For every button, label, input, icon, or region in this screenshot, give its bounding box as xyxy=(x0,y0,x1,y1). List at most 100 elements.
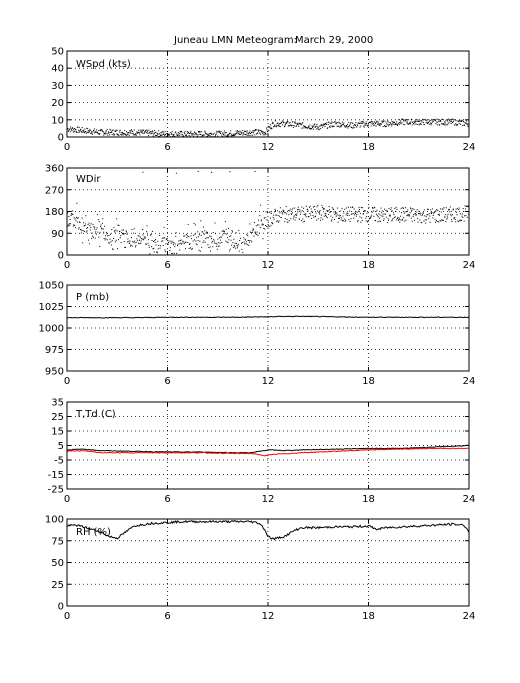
data-point xyxy=(310,214,312,216)
data-point xyxy=(244,243,246,245)
data-point xyxy=(371,214,373,216)
data-point xyxy=(122,233,124,235)
data-point xyxy=(405,119,407,121)
data-point xyxy=(105,238,107,240)
data-point xyxy=(108,235,110,237)
data-point xyxy=(240,242,242,244)
data-point xyxy=(284,221,286,223)
data-point xyxy=(328,206,330,208)
data-point xyxy=(324,208,326,210)
data-point xyxy=(468,122,469,124)
data-point xyxy=(282,213,284,215)
data-point xyxy=(466,123,468,125)
data-point xyxy=(409,212,411,214)
data-point xyxy=(188,134,190,136)
data-point xyxy=(464,205,466,207)
data-point xyxy=(450,213,452,215)
data-point xyxy=(214,136,216,137)
data-point xyxy=(466,123,468,125)
data-point xyxy=(117,248,119,250)
data-point xyxy=(278,125,280,127)
data-point xyxy=(408,215,410,217)
data-point xyxy=(463,210,465,212)
data-point xyxy=(147,234,149,236)
data-point xyxy=(206,133,208,135)
data-point xyxy=(449,206,451,208)
data-point xyxy=(141,131,143,133)
data-point xyxy=(255,130,257,132)
x-tick-label: 6 xyxy=(164,142,170,153)
data-point xyxy=(246,234,248,236)
data-point xyxy=(274,208,276,210)
data-point xyxy=(274,120,276,122)
data-point xyxy=(439,124,441,126)
data-point xyxy=(248,132,250,134)
data-point xyxy=(371,123,373,125)
data-point xyxy=(78,129,80,131)
data-point xyxy=(400,120,402,122)
data-point xyxy=(170,242,172,244)
data-point xyxy=(392,219,394,221)
data-point xyxy=(240,133,242,135)
y-tick-label: 360 xyxy=(45,164,64,175)
data-point xyxy=(380,220,382,222)
data-point xyxy=(388,124,390,126)
data-point xyxy=(259,130,261,132)
data-point xyxy=(167,243,169,245)
data-point xyxy=(202,226,204,228)
y-tick-label: 1050 xyxy=(39,281,64,292)
data-point xyxy=(311,128,313,130)
data-point xyxy=(357,124,359,126)
data-point xyxy=(407,209,409,211)
data-point xyxy=(169,250,171,252)
data-point xyxy=(89,129,91,131)
data-point xyxy=(342,121,344,123)
data-point xyxy=(203,240,205,242)
data-point xyxy=(362,122,364,124)
data-point xyxy=(421,120,423,122)
data-point xyxy=(197,134,199,136)
data-point xyxy=(264,131,266,133)
data-point xyxy=(353,127,355,129)
data-point xyxy=(69,224,71,226)
data-point xyxy=(256,234,258,236)
data-point xyxy=(466,205,468,207)
data-point xyxy=(439,119,441,121)
data-point xyxy=(281,212,283,214)
data-point xyxy=(266,212,268,214)
data-point xyxy=(150,130,152,132)
data-point xyxy=(155,131,157,133)
data-point xyxy=(236,130,238,132)
data-point xyxy=(289,208,291,210)
data-point xyxy=(276,220,278,222)
data-point xyxy=(320,217,322,219)
data-point xyxy=(403,120,405,122)
data-point xyxy=(346,214,348,216)
data-point xyxy=(411,124,413,126)
data-point xyxy=(143,239,145,241)
data-point xyxy=(166,135,168,137)
data-point xyxy=(278,215,280,217)
data-point xyxy=(164,237,166,239)
data-point xyxy=(453,119,455,121)
data-point xyxy=(467,125,469,127)
data-point xyxy=(159,133,161,135)
data-point xyxy=(162,244,164,246)
data-point xyxy=(128,240,130,242)
data-point xyxy=(292,121,294,123)
data-point xyxy=(430,122,432,124)
data-point xyxy=(98,221,100,223)
data-point xyxy=(385,216,387,218)
data-point xyxy=(154,129,156,131)
data-point xyxy=(184,130,186,132)
data-point xyxy=(130,244,132,246)
data-point xyxy=(226,134,228,136)
data-point xyxy=(374,207,376,209)
data-point xyxy=(125,133,127,135)
data-point xyxy=(186,131,188,133)
data-point xyxy=(410,217,412,219)
data-point xyxy=(264,134,266,136)
data-point xyxy=(224,135,226,137)
data-point xyxy=(301,210,303,212)
